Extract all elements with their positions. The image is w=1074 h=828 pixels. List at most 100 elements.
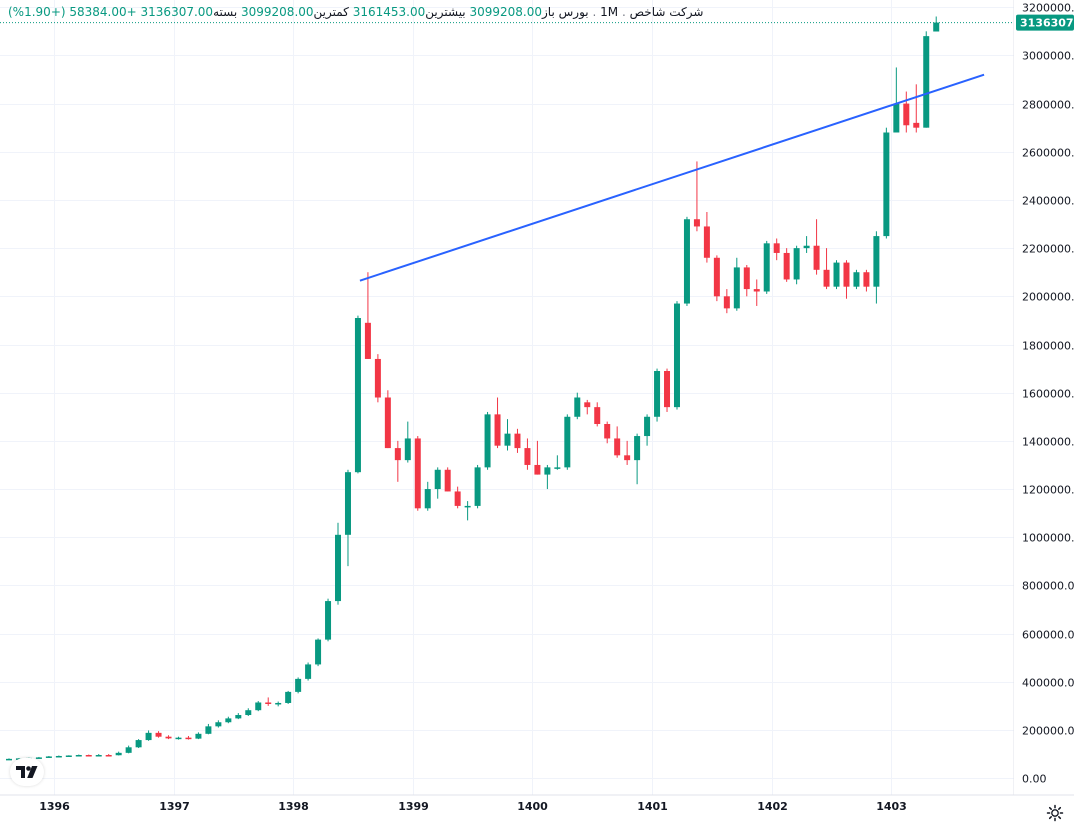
- trendline[interactable]: [359, 73, 985, 282]
- candle-down: [155, 731, 162, 738]
- candle-body: [903, 103, 910, 126]
- candle-body: [634, 436, 641, 461]
- candle-body: [693, 219, 700, 227]
- candle-body: [65, 755, 72, 757]
- symbol-name[interactable]: شرکت شاخص: [629, 5, 704, 19]
- candle-body: [384, 397, 391, 449]
- candle-body: [873, 236, 880, 287]
- candle-up: [295, 677, 302, 694]
- candle-down: [444, 467, 451, 492]
- price-tick-label: 1600000.0: [1022, 388, 1074, 401]
- candle-up: [404, 421, 411, 463]
- candle-body: [35, 757, 42, 759]
- candle-body: [833, 262, 840, 287]
- candle-body: [55, 755, 62, 758]
- candle-down: [524, 438, 531, 470]
- candle-down: [713, 255, 720, 302]
- candle-body: [125, 747, 132, 753]
- time-tick-label: 1396: [39, 800, 70, 813]
- price-axis[interactable]: [1014, 0, 1074, 795]
- candle-body: [683, 219, 690, 304]
- candle-body: [95, 755, 102, 757]
- chart-grid: [0, 0, 1014, 795]
- candle-body: [285, 691, 292, 703]
- time-tick-label: 1400: [517, 800, 548, 813]
- candle-body: [504, 433, 511, 446]
- candle-down: [903, 91, 910, 133]
- candle-body: [305, 664, 312, 679]
- candle-body: [654, 371, 661, 417]
- high-label: بیشترین: [425, 5, 466, 19]
- candle-down: [494, 397, 501, 449]
- candle-body: [145, 732, 152, 741]
- candle-up: [115, 751, 122, 756]
- candle-body: [45, 756, 52, 758]
- candle-body: [354, 318, 361, 473]
- candle-body: [135, 740, 142, 748]
- candle-down: [823, 248, 830, 290]
- candle-up: [245, 708, 252, 716]
- candle-body: [404, 438, 411, 461]
- open-label: باز: [542, 5, 555, 19]
- candle-up: [564, 414, 571, 470]
- candle-body: [803, 245, 810, 249]
- price-tick-label: 600000.0: [1022, 629, 1074, 642]
- candle-body: [604, 424, 611, 439]
- candle-down: [753, 279, 760, 306]
- candle-body: [913, 122, 920, 128]
- price-tick-label: 2800000.0: [1022, 99, 1074, 112]
- time-axis[interactable]: 1396 1397 1398 1399 1400 1401 1402 1403: [39, 800, 907, 813]
- price-tick-label: 3000000.0: [1022, 50, 1074, 63]
- candle-body: [265, 702, 272, 704]
- candle-body: [723, 296, 730, 309]
- interval-label[interactable]: 1M: [600, 5, 619, 19]
- candle-body: [464, 505, 471, 508]
- candle-body: [733, 267, 740, 309]
- time-tick-label: 1397: [159, 800, 190, 813]
- candle-body: [6, 758, 12, 761]
- candle-up: [325, 598, 332, 642]
- candle-up: [35, 756, 42, 759]
- candle-body: [883, 132, 890, 237]
- candle-down: [105, 754, 112, 757]
- candle-up: [933, 16, 940, 32]
- candle-body: [85, 755, 92, 757]
- candle-up: [544, 464, 551, 490]
- candle-up: [504, 419, 511, 451]
- candle-up: [45, 755, 52, 758]
- settings-gear-icon[interactable]: [1046, 804, 1064, 822]
- open-value: 3099208.00: [469, 5, 543, 19]
- candle-body: [414, 438, 421, 509]
- candle-body: [494, 414, 501, 446]
- candle-body: [344, 472, 351, 535]
- candle-up: [893, 67, 900, 133]
- tradingview-logo-icon[interactable]: [10, 758, 44, 786]
- candle-up: [763, 240, 770, 294]
- candle-down: [394, 440, 401, 482]
- candle-up: [803, 236, 810, 253]
- price-tick-label: 0.00: [1022, 773, 1047, 786]
- candle-down: [743, 265, 750, 297]
- candle-body: [75, 755, 82, 757]
- candle-body: [574, 397, 581, 417]
- candle-down: [863, 269, 870, 292]
- candle-up: [315, 638, 322, 667]
- candle-down: [594, 402, 601, 427]
- candle-body: [295, 678, 302, 692]
- candle-body: [115, 752, 122, 756]
- candle-up: [205, 723, 212, 735]
- price-tick-label: 1800000.0: [1022, 340, 1074, 353]
- candle-body: [364, 322, 371, 359]
- candle-body: [514, 433, 521, 449]
- candle-body: [584, 402, 591, 408]
- candle-body: [484, 414, 491, 468]
- candle-body: [524, 448, 531, 465]
- candle-body: [664, 371, 671, 408]
- last-price-value: 3136307.0: [1020, 17, 1074, 30]
- candle-body: [783, 252, 790, 280]
- close-label: بسته: [213, 5, 238, 19]
- candle-body: [155, 732, 162, 737]
- trendline-layer[interactable]: [359, 73, 985, 282]
- candle-up: [474, 464, 481, 509]
